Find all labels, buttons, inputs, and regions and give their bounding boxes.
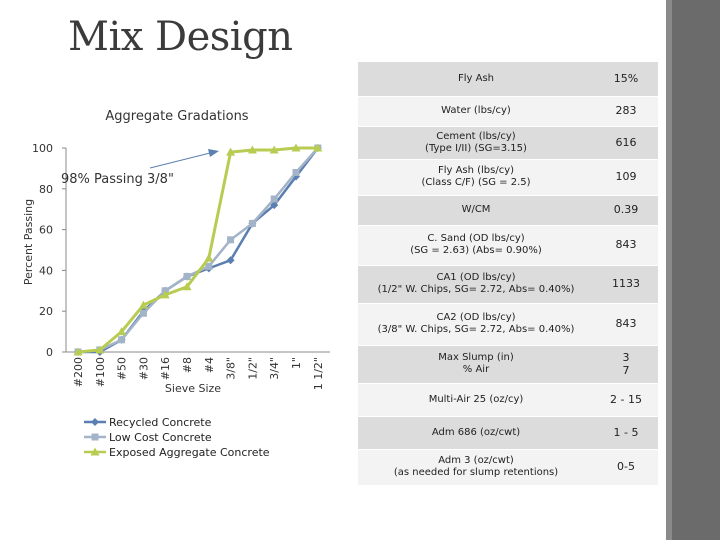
table-row: Adm 686 (oz/cwt) 1 - 5 bbox=[358, 416, 658, 449]
data-point bbox=[73, 347, 83, 356]
data-point bbox=[226, 256, 235, 265]
data-point bbox=[247, 145, 257, 154]
table-cell-value: 2 - 15 bbox=[594, 383, 658, 416]
annotation-arrow-line bbox=[149, 152, 211, 169]
data-point bbox=[95, 345, 105, 354]
chart-legend: Recycled Concrete Low Cost Concrete Expose… bbox=[84, 416, 270, 459]
x-tick-label: 1 1/2" bbox=[312, 357, 325, 390]
legend-marker bbox=[90, 447, 100, 456]
gradation-chart: Aggregate Gradations Percent Passing Sie… bbox=[22, 109, 330, 459]
legend-marker bbox=[91, 433, 99, 441]
slide-title: Mix Design bbox=[68, 14, 293, 60]
decorative-side-band bbox=[666, 0, 720, 540]
y-tick-label: 20 bbox=[39, 305, 53, 318]
table-row: Max Slump (in) % Air 3 7 bbox=[358, 345, 658, 383]
annotation-arrow-head bbox=[208, 149, 219, 157]
data-point bbox=[270, 195, 278, 203]
y-tick-label: 40 bbox=[39, 264, 53, 277]
y-tick-label: 100 bbox=[32, 142, 53, 155]
data-point bbox=[292, 168, 300, 176]
data-point bbox=[139, 309, 147, 317]
chart-title: Aggregate Gradations bbox=[105, 109, 248, 124]
data-point bbox=[118, 336, 126, 344]
table-cell-label: Max Slump (in) % Air bbox=[358, 345, 594, 383]
table-cell-value: 1 - 5 bbox=[594, 416, 658, 449]
table-row: Adm 3 (oz/cwt) (as needed for slump rete… bbox=[358, 449, 658, 485]
legend-label: Recycled Concrete bbox=[109, 416, 212, 429]
data-point bbox=[138, 300, 148, 309]
table-row: Cement (lbs/cy) (Type I/II) (SG=3.15) 616 bbox=[358, 126, 658, 159]
table-cell-value: 283 bbox=[594, 96, 658, 126]
data-point bbox=[183, 273, 191, 281]
legend-marker bbox=[91, 418, 99, 426]
x-tick-label: 1" bbox=[290, 357, 303, 369]
table-row: Fly Ash (lbs/cy) (Class C/F) (SG = 2.5) 1… bbox=[358, 159, 658, 195]
x-axis-label: Sieve Size bbox=[165, 382, 221, 395]
table-row: W/CM 0.39 bbox=[358, 195, 658, 225]
x-tick-label: #100 bbox=[94, 357, 107, 387]
table-row: Multi-Air 25 (oz/cy) 2 - 15 bbox=[358, 383, 658, 416]
table-cell-label: C. Sand (OD lbs/cy) (SG = 2.63) (Abs= 0.… bbox=[358, 225, 594, 265]
x-tick-label: #8 bbox=[181, 357, 194, 373]
x-tick-label: #200 bbox=[72, 357, 85, 387]
table-cell-label: Fly Ash bbox=[358, 62, 594, 96]
y-tick-label: 60 bbox=[39, 224, 53, 237]
table-cell-label: Cement (lbs/cy) (Type I/II) (SG=3.15) bbox=[358, 126, 594, 159]
x-tick-label: 3/4" bbox=[268, 357, 281, 380]
side-band-stripe bbox=[666, 0, 672, 540]
table-row: CA1 (OD lbs/cy) (1/2" W. Chips, SG= 2.72… bbox=[358, 265, 658, 303]
table-cell-label: Adm 3 (oz/cwt) (as needed for slump rete… bbox=[358, 449, 594, 485]
table-row: C. Sand (OD lbs/cy) (SG = 2.63) (Abs= 0.… bbox=[358, 225, 658, 265]
table-cell-value: 1133 bbox=[594, 265, 658, 303]
table-row: Fly Ash 15% bbox=[358, 62, 658, 96]
table-cell-value: 843 bbox=[594, 225, 658, 265]
table-cell-value: 616 bbox=[594, 126, 658, 159]
table-cell-value: 109 bbox=[594, 159, 658, 195]
table-cell-value: 0.39 bbox=[594, 195, 658, 225]
data-point bbox=[204, 253, 214, 262]
table-cell-value: 0-5 bbox=[594, 449, 658, 485]
legend-label: Low Cost Concrete bbox=[109, 431, 212, 444]
table-cell-label: Water (lbs/cy) bbox=[358, 96, 594, 126]
x-tick-label: #16 bbox=[159, 357, 172, 380]
data-point bbox=[226, 147, 236, 156]
table-cell-label: CA1 (OD lbs/cy) (1/2" W. Chips, SG= 2.72… bbox=[358, 265, 594, 303]
table-row: CA2 (OD lbs/cy) (3/8" W. Chips, SG= 2.72… bbox=[358, 303, 658, 345]
table-cell-value: 15% bbox=[594, 62, 658, 96]
x-tick-label: #30 bbox=[137, 357, 150, 380]
table-cell-label: Fly Ash (lbs/cy) (Class C/F) (SG = 2.5) bbox=[358, 159, 594, 195]
table-cell-value: 3 7 bbox=[594, 345, 658, 383]
x-tick-label: #50 bbox=[116, 357, 129, 380]
data-point bbox=[313, 143, 323, 152]
mix-design-table: Fly Ash 15% Water (lbs/cy) 283 Cement (lbs/c… bbox=[358, 62, 658, 486]
table-cell-label: CA2 (OD lbs/cy) (3/8" W. Chips, SG= 2.72… bbox=[358, 303, 594, 345]
x-tick-label: 3/8" bbox=[225, 357, 238, 380]
data-point bbox=[117, 327, 127, 336]
data-point bbox=[227, 236, 235, 244]
data-point bbox=[291, 143, 301, 152]
table-cell-value: 843 bbox=[594, 303, 658, 345]
table-cell-label: W/CM bbox=[358, 195, 594, 225]
annotation-label: 98% Passing 3/8" bbox=[61, 172, 174, 187]
legend-label: Exposed Aggregate Concrete bbox=[109, 446, 270, 459]
table-cell-label: Multi-Air 25 (oz/cy) bbox=[358, 383, 594, 416]
x-tick-label: #4 bbox=[203, 357, 216, 373]
plot-area: 0 20 40 60 80 100 #200 #100 #50 #30 #16 #8 #4 3/8" 1/2… bbox=[32, 142, 330, 390]
data-point bbox=[160, 290, 170, 299]
table-cell-label: Adm 686 (oz/cwt) bbox=[358, 416, 594, 449]
y-axis-label: Percent Passing bbox=[22, 199, 35, 285]
data-point bbox=[248, 219, 256, 227]
y-tick-label: 80 bbox=[39, 183, 53, 196]
y-tick-label: 0 bbox=[46, 346, 53, 359]
table-row: Water (lbs/cy) 283 bbox=[358, 96, 658, 126]
data-point bbox=[205, 262, 213, 270]
data-point bbox=[182, 282, 192, 291]
data-point bbox=[269, 145, 279, 154]
x-tick-label: 1/2" bbox=[246, 357, 259, 380]
